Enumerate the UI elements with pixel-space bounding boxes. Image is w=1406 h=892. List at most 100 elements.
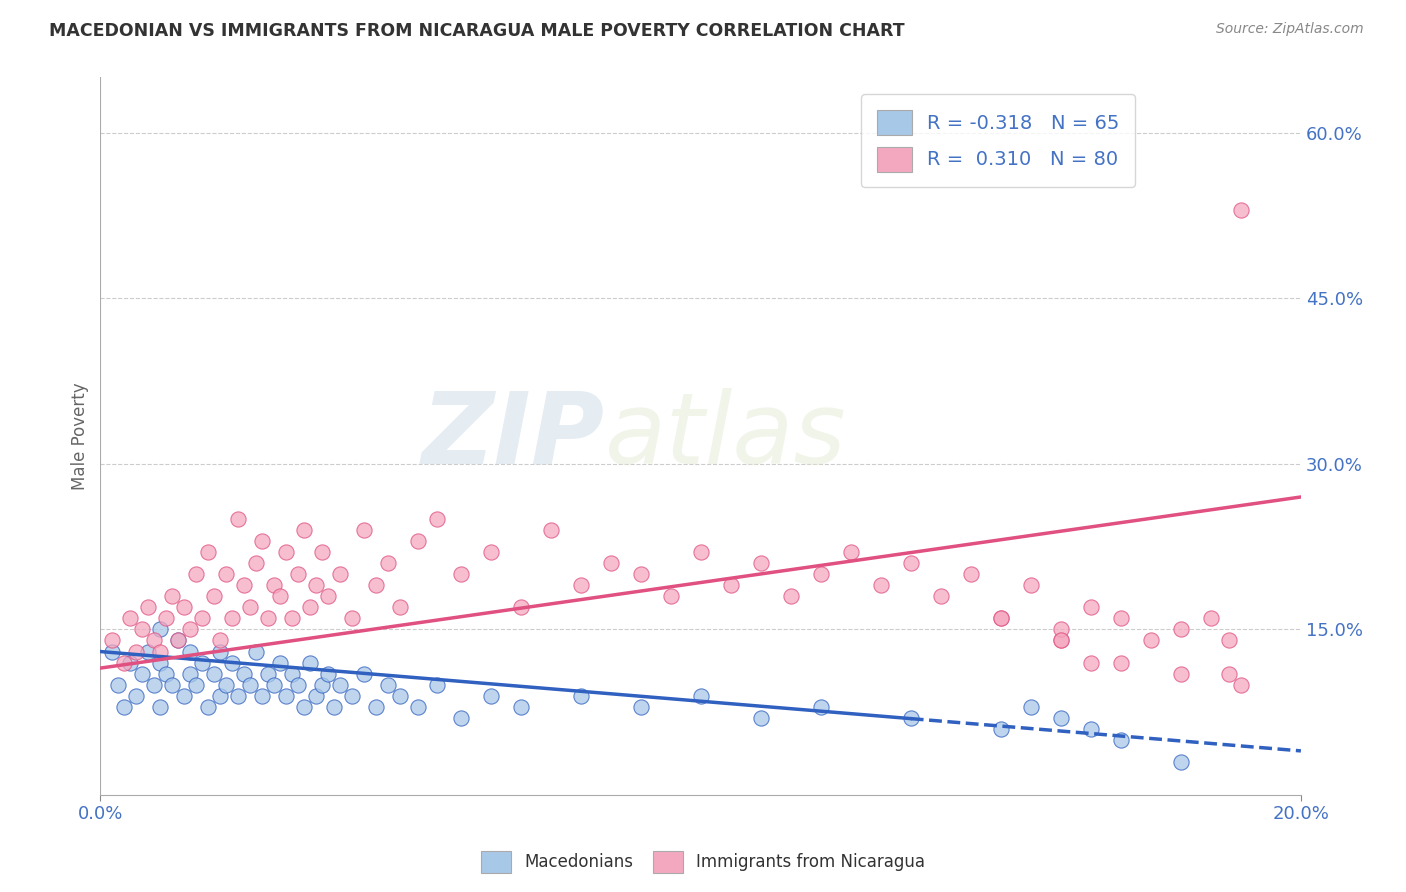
Text: atlas: atlas bbox=[605, 388, 846, 484]
Point bbox=[125, 644, 148, 658]
Point bbox=[408, 534, 430, 549]
Point bbox=[569, 689, 592, 703]
Point bbox=[120, 611, 142, 625]
Y-axis label: Male Poverty: Male Poverty bbox=[72, 383, 89, 490]
Point bbox=[131, 666, 153, 681]
Point bbox=[900, 711, 922, 725]
Text: Source: ZipAtlas.com: Source: ZipAtlas.com bbox=[1216, 22, 1364, 37]
Point bbox=[131, 623, 153, 637]
Point bbox=[125, 689, 148, 703]
Point bbox=[162, 590, 184, 604]
Point bbox=[239, 678, 262, 692]
Point bbox=[990, 722, 1012, 736]
Point bbox=[1049, 633, 1071, 648]
Point bbox=[299, 600, 322, 615]
Point bbox=[269, 656, 291, 670]
Point bbox=[221, 611, 243, 625]
Point bbox=[294, 699, 316, 714]
Point bbox=[149, 644, 172, 658]
Point bbox=[1049, 623, 1071, 637]
Point bbox=[839, 545, 862, 559]
Point bbox=[209, 633, 232, 648]
Point bbox=[311, 545, 333, 559]
Point bbox=[990, 611, 1012, 625]
Point bbox=[1080, 656, 1102, 670]
Point bbox=[810, 567, 832, 582]
Point bbox=[202, 590, 225, 604]
Point bbox=[1170, 755, 1192, 769]
Point bbox=[149, 656, 172, 670]
Point bbox=[257, 666, 280, 681]
Point bbox=[197, 699, 219, 714]
Point bbox=[167, 633, 190, 648]
Point bbox=[311, 678, 333, 692]
Point bbox=[318, 666, 340, 681]
Point bbox=[233, 578, 256, 592]
Point bbox=[377, 556, 399, 570]
Point bbox=[479, 545, 502, 559]
Point bbox=[900, 556, 922, 570]
Point bbox=[329, 567, 352, 582]
Point bbox=[138, 600, 160, 615]
Point bbox=[990, 611, 1012, 625]
Point bbox=[342, 689, 364, 703]
Point bbox=[810, 699, 832, 714]
Point bbox=[1218, 666, 1240, 681]
Point bbox=[377, 678, 399, 692]
Point bbox=[1080, 722, 1102, 736]
Point bbox=[425, 512, 447, 526]
Point bbox=[959, 567, 981, 582]
Point bbox=[179, 666, 201, 681]
Point bbox=[630, 567, 652, 582]
Point bbox=[630, 699, 652, 714]
Point bbox=[186, 678, 208, 692]
Point bbox=[155, 611, 177, 625]
Point bbox=[1170, 666, 1192, 681]
Point bbox=[1049, 711, 1071, 725]
Point bbox=[257, 611, 280, 625]
Point bbox=[1109, 611, 1132, 625]
Point bbox=[263, 678, 285, 692]
Point bbox=[1170, 623, 1192, 637]
Point bbox=[149, 623, 172, 637]
Point bbox=[305, 578, 328, 592]
Point bbox=[659, 590, 682, 604]
Point bbox=[1080, 600, 1102, 615]
Point bbox=[138, 644, 160, 658]
Point bbox=[425, 678, 447, 692]
Point bbox=[749, 556, 772, 570]
Point bbox=[191, 656, 214, 670]
Point bbox=[366, 699, 388, 714]
Point bbox=[263, 578, 285, 592]
Point bbox=[1019, 699, 1042, 714]
Point bbox=[215, 567, 238, 582]
Point bbox=[149, 699, 172, 714]
Point bbox=[269, 590, 291, 604]
Point bbox=[1109, 732, 1132, 747]
Point bbox=[179, 644, 201, 658]
Point bbox=[323, 699, 346, 714]
Point bbox=[276, 689, 298, 703]
Point bbox=[197, 545, 219, 559]
Point bbox=[540, 523, 562, 537]
Point bbox=[209, 689, 232, 703]
Point bbox=[929, 590, 952, 604]
Point bbox=[143, 678, 166, 692]
Point bbox=[389, 689, 412, 703]
Point bbox=[281, 666, 304, 681]
Point bbox=[162, 678, 184, 692]
Point bbox=[202, 666, 225, 681]
Point bbox=[287, 678, 309, 692]
Point bbox=[186, 567, 208, 582]
Point bbox=[1049, 633, 1071, 648]
Point bbox=[1140, 633, 1163, 648]
Point bbox=[509, 699, 531, 714]
Point bbox=[276, 545, 298, 559]
Point bbox=[191, 611, 214, 625]
Point bbox=[112, 656, 135, 670]
Point bbox=[173, 600, 195, 615]
Point bbox=[408, 699, 430, 714]
Point bbox=[342, 611, 364, 625]
Point bbox=[215, 678, 238, 692]
Point bbox=[294, 523, 316, 537]
